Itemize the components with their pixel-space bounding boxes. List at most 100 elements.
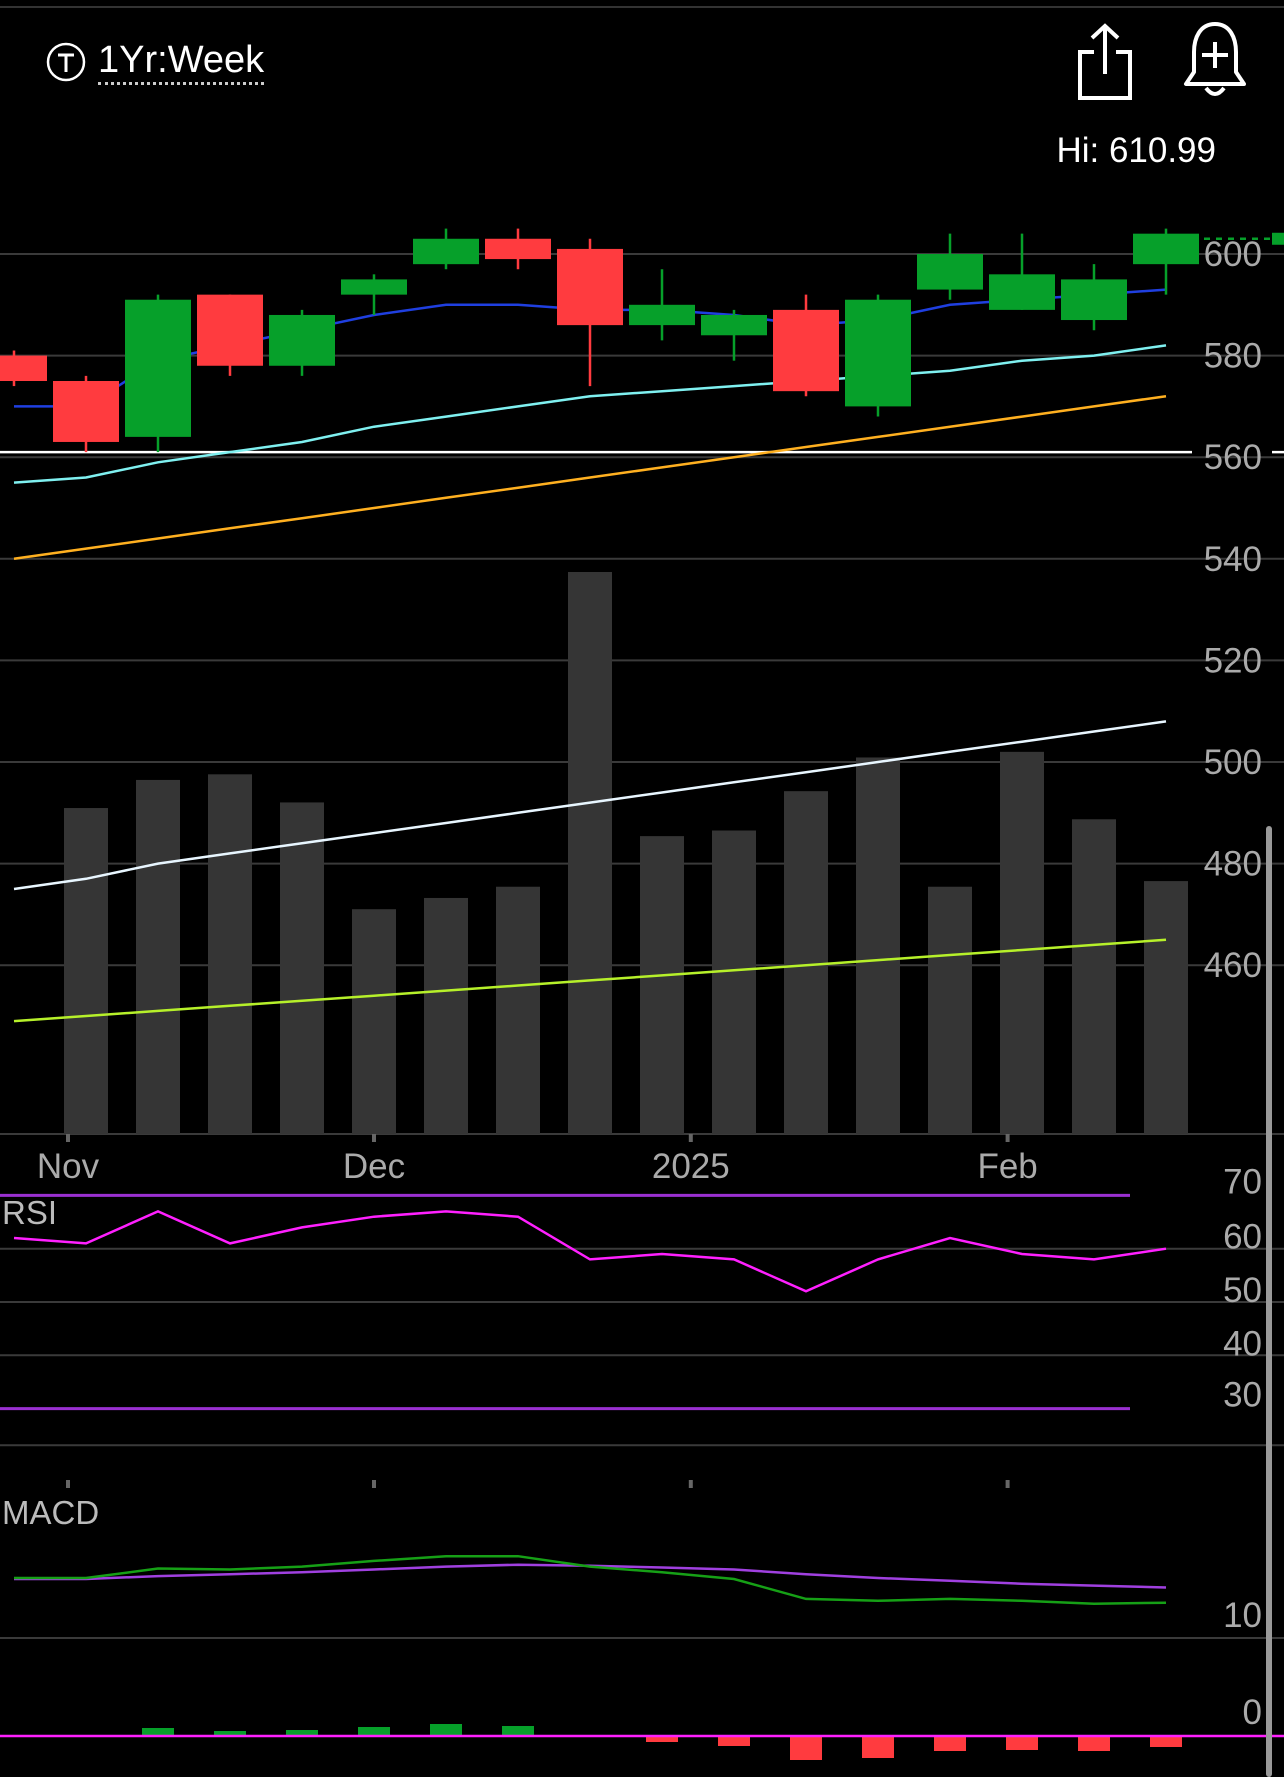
x-tick-label: Dec <box>343 1147 405 1186</box>
share-icon[interactable] <box>1076 22 1134 102</box>
rsi-tick-label: 40 <box>1223 1324 1262 1363</box>
candle-body <box>341 279 407 295</box>
candle-body <box>53 381 119 442</box>
candlesticks[interactable] <box>0 228 1199 453</box>
candle <box>269 309 335 376</box>
macd-histogram-bar <box>502 1726 534 1736</box>
volume-bar <box>1072 819 1116 1134</box>
rsi-line <box>13 1210 1167 1293</box>
macd-histogram-bar <box>790 1736 822 1760</box>
candle-body <box>197 294 263 366</box>
volume-bar <box>496 886 540 1134</box>
volume-bar <box>712 830 756 1134</box>
volume-bar <box>64 808 108 1134</box>
volume-bar <box>136 779 180 1134</box>
macd-line <box>14 1554 1167 1605</box>
macd-histogram-bar <box>934 1736 966 1751</box>
top-divider <box>0 6 1284 8</box>
volume-bar <box>424 897 468 1134</box>
candle <box>629 269 695 341</box>
candle-body <box>269 314 335 366</box>
candle <box>557 238 623 387</box>
x-tick-label: Feb <box>977 1147 1037 1186</box>
candle-body <box>557 248 623 326</box>
x-tick-label: 2025 <box>652 1147 730 1186</box>
candle <box>413 228 479 270</box>
volume-bar <box>280 802 324 1134</box>
candle-body <box>1133 233 1199 265</box>
chart-toolbar: 1Yr:Week <box>0 0 1284 110</box>
macd-title: MACD <box>2 1494 99 1531</box>
candle <box>917 233 983 300</box>
macd-histogram-bar <box>1078 1736 1110 1751</box>
macd-histogram-bar <box>646 1736 678 1742</box>
volume-bar <box>928 886 972 1134</box>
macd-histogram-bar <box>214 1731 246 1736</box>
candle <box>341 274 407 315</box>
volume-bar <box>1000 751 1044 1134</box>
candle-body <box>629 304 695 326</box>
price-tick-label: 500 <box>1204 743 1262 782</box>
candle-body <box>1061 279 1127 321</box>
price-tick-label: 520 <box>1204 641 1262 680</box>
macd-histogram-bar <box>1150 1736 1182 1747</box>
last-price-marker <box>1272 232 1284 245</box>
x-tick-label: Nov <box>37 1147 100 1186</box>
candle-body <box>0 355 47 381</box>
macd-tick-label: 10 <box>1223 1596 1262 1635</box>
volume-bars <box>64 572 1188 1134</box>
candle-body <box>845 299 911 407</box>
volume-bar <box>784 791 828 1134</box>
high-price-label: Hi: 610.99 <box>1056 131 1216 170</box>
candle-body <box>413 238 479 265</box>
candle <box>1061 264 1127 331</box>
ma-trend-line <box>13 938 1167 1023</box>
candle <box>0 350 47 387</box>
rsi-tick-label: 60 <box>1223 1218 1262 1257</box>
rsi-tick-label: 70 <box>1223 1162 1262 1201</box>
candle-body <box>701 314 767 336</box>
candle-body <box>917 254 983 290</box>
price-tick-label: 540 <box>1204 540 1262 579</box>
macd-histogram-bar <box>1006 1736 1038 1750</box>
candle-body <box>485 238 551 260</box>
candle-body <box>773 309 839 392</box>
candle-body <box>125 299 191 437</box>
axis-labels: 600 580 560 540 520 500 480 460 Hi: 610.99 Nov Dec… <box>37 131 1262 1488</box>
candle-body <box>989 274 1055 310</box>
macd-tick-label: 0 <box>1243 1693 1262 1732</box>
volume-bar <box>640 836 684 1134</box>
price-tick-label: 600 <box>1204 235 1262 274</box>
ma-longest-line <box>13 720 1167 891</box>
macd-panel[interactable]: MACD 10 0 <box>0 1494 1284 1760</box>
macd-histogram-bar <box>862 1736 894 1758</box>
macd-histogram-bar <box>286 1730 318 1736</box>
ma-mid-line <box>13 344 1167 484</box>
macd-histogram-bar <box>142 1728 174 1736</box>
period-selector[interactable]: 1Yr:Week <box>46 38 265 85</box>
ma-long-line <box>13 394 1167 561</box>
candle <box>845 294 911 417</box>
candle <box>197 294 263 376</box>
rsi-tick-label: 30 <box>1223 1376 1262 1415</box>
candle <box>989 233 1055 310</box>
price-tick-label: 480 <box>1204 845 1262 884</box>
rsi-title: RSI <box>2 1194 57 1231</box>
macd-histogram-bar <box>358 1727 390 1736</box>
rsi-panel[interactable]: RSI 70 60 50 40 30 <box>0 1162 1284 1447</box>
candle <box>485 228 551 270</box>
vertical-scrollbar[interactable] <box>1266 826 1272 1777</box>
price-tick-label: 460 <box>1204 946 1262 985</box>
volume-bar <box>208 774 252 1134</box>
price-tick-label: 580 <box>1204 337 1262 376</box>
period-label[interactable]: 1Yr:Week <box>98 38 265 85</box>
t-circle-icon <box>46 42 86 81</box>
volume-bar <box>352 909 396 1134</box>
add-alert-bell-icon[interactable] <box>1180 20 1250 102</box>
candle <box>701 309 767 361</box>
scrollbar-thumb <box>1266 826 1272 1777</box>
candle <box>773 294 839 397</box>
volume-bar <box>856 757 900 1134</box>
rsi-tick-label: 50 <box>1223 1271 1262 1310</box>
